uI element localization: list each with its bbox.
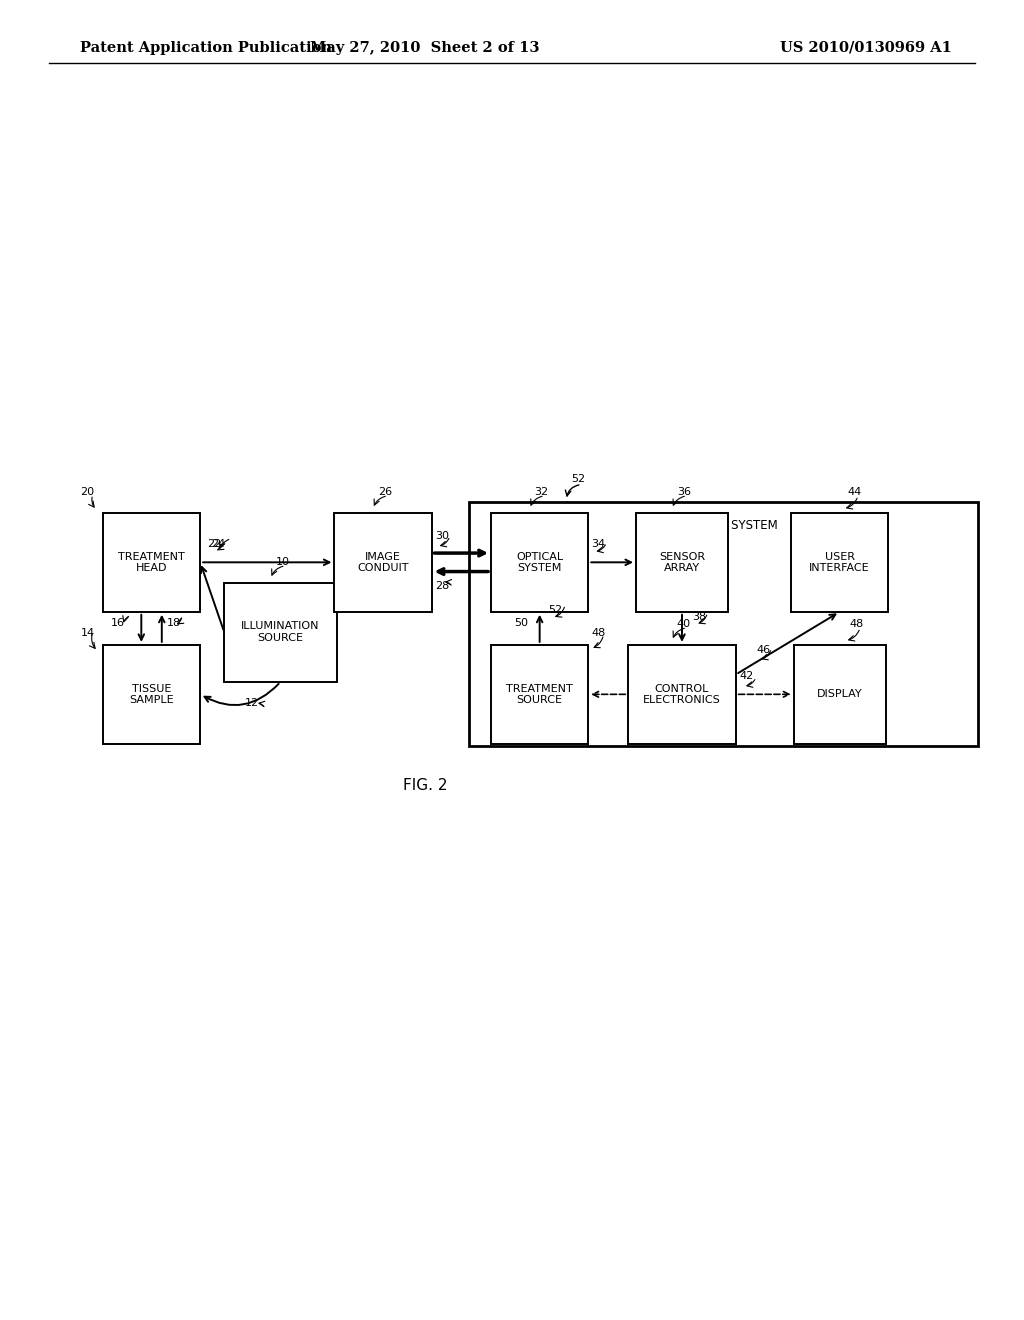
Text: 16: 16: [111, 618, 125, 628]
Text: 18: 18: [167, 618, 181, 628]
Text: 38: 38: [692, 611, 707, 622]
Text: 34: 34: [592, 539, 605, 549]
Bar: [102, 513, 201, 612]
Text: 40: 40: [677, 619, 691, 630]
Bar: [469, 502, 978, 746]
Text: 50: 50: [514, 618, 528, 628]
Text: 48: 48: [592, 628, 605, 639]
Text: FIG. 2: FIG. 2: [402, 777, 447, 793]
Text: 44: 44: [848, 487, 862, 498]
Bar: [791, 513, 888, 612]
Text: 26: 26: [378, 487, 392, 498]
Text: IMAGE
CONDUIT: IMAGE CONDUIT: [357, 552, 409, 573]
Text: TISSUE
SAMPLE: TISSUE SAMPLE: [129, 684, 174, 705]
Text: 24: 24: [211, 539, 225, 549]
Text: Patent Application Publication: Patent Application Publication: [80, 41, 332, 54]
Text: 22: 22: [207, 539, 221, 549]
Text: 48: 48: [850, 619, 864, 630]
Text: 28: 28: [434, 581, 449, 591]
Text: 46: 46: [756, 644, 770, 655]
Bar: [636, 513, 728, 612]
Text: OPTICAL
SYSTEM: OPTICAL SYSTEM: [516, 552, 563, 573]
Text: 12: 12: [245, 698, 259, 708]
Bar: [492, 513, 588, 612]
Text: ILLUMINATION
SOURCE: ILLUMINATION SOURCE: [242, 622, 319, 643]
Text: DISPLAY: DISPLAY: [817, 689, 862, 700]
Bar: [629, 645, 735, 744]
Text: 52: 52: [571, 474, 586, 484]
Text: CONTROL
ELECTRONICS: CONTROL ELECTRONICS: [643, 684, 721, 705]
Text: 52: 52: [548, 605, 562, 615]
Text: 30: 30: [434, 531, 449, 541]
Text: CONTROL SYSTEM: CONTROL SYSTEM: [670, 519, 777, 532]
Bar: [224, 583, 337, 681]
Text: TREATMENT
SOURCE: TREATMENT SOURCE: [506, 684, 573, 705]
Bar: [334, 513, 432, 612]
Text: US 2010/0130969 A1: US 2010/0130969 A1: [780, 41, 952, 54]
Text: 10: 10: [275, 557, 290, 568]
Text: SENSOR
ARRAY: SENSOR ARRAY: [658, 552, 706, 573]
Text: 20: 20: [80, 487, 94, 498]
Bar: [492, 645, 588, 744]
Text: USER
INTERFACE: USER INTERFACE: [809, 552, 870, 573]
Text: 32: 32: [535, 487, 549, 498]
Text: May 27, 2010  Sheet 2 of 13: May 27, 2010 Sheet 2 of 13: [310, 41, 540, 54]
Bar: [794, 645, 886, 744]
Text: 14: 14: [80, 628, 94, 639]
Text: 42: 42: [739, 671, 754, 681]
Text: TREATMENT
HEAD: TREATMENT HEAD: [118, 552, 185, 573]
Text: 36: 36: [677, 487, 691, 498]
Bar: [102, 645, 201, 744]
